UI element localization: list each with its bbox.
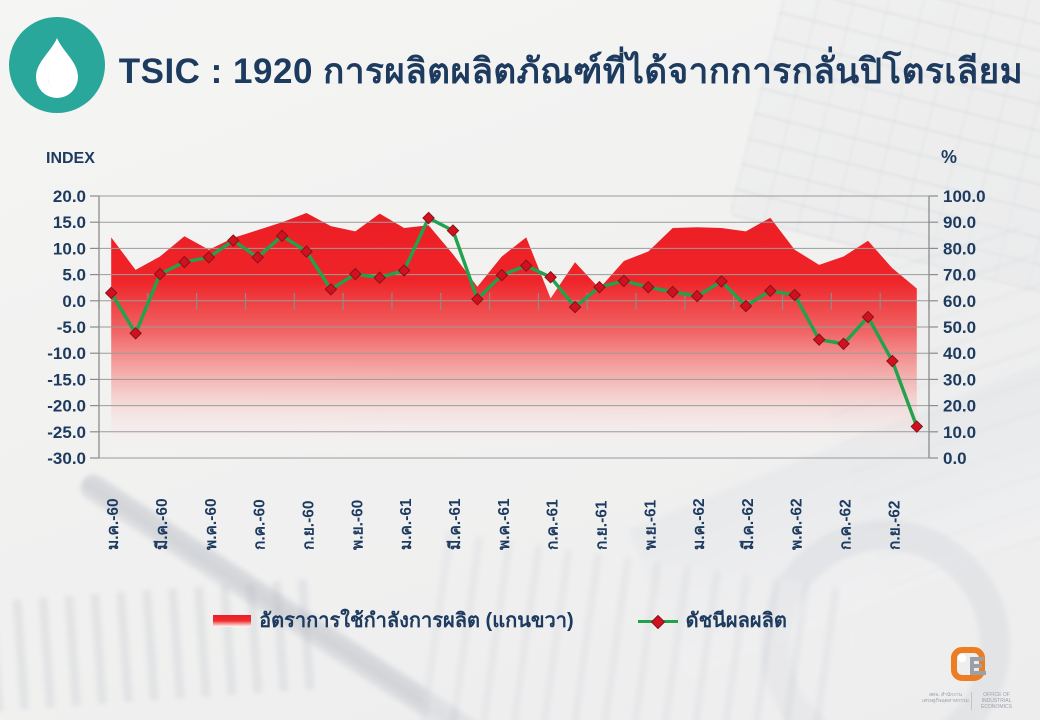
svg-text:พ.ค.-61: พ.ค.-61	[496, 498, 513, 550]
svg-text:ก.ค.-60: ก.ค.-60	[252, 499, 269, 550]
svg-text:พ.ค.-62: พ.ค.-62	[789, 498, 806, 550]
water-drop-icon	[9, 17, 105, 113]
svg-text:พ.ค.-60: พ.ค.-60	[203, 498, 220, 550]
x-axis-ticks	[98, 292, 930, 310]
svg-text:100.0: 100.0	[943, 187, 986, 206]
svg-text:60.0: 60.0	[943, 292, 976, 311]
diamond-marker-sample	[650, 614, 665, 629]
oie-logo-text: สศอ. สำนักงานเศรษฐกิจอุตสาหกรรม OFFICE O…	[916, 692, 1026, 710]
svg-text:มี.ค.-61: มี.ค.-61	[446, 498, 464, 550]
svg-text:ก.ย.-60: ก.ย.-60	[301, 501, 318, 550]
page-title: TSIC : 1920 การผลิตผลิตภัณฑ์ที่ได้จากการ…	[118, 52, 1024, 91]
svg-text:พ.ย.-60: พ.ย.-60	[349, 500, 366, 550]
gridlines	[90, 195, 938, 459]
left-axis-unit-label: INDEX	[46, 150, 95, 167]
org-name-en: OFFICE OF INDUSTRIAL ECONOMICS	[970, 692, 1022, 710]
svg-text:-5.0: -5.0	[57, 318, 86, 337]
oie-logo: สศอ. สำนักงานเศรษฐกิจอุตสาหกรรม OFFICE O…	[916, 647, 1026, 710]
svg-text:มี.ค.-60: มี.ค.-60	[153, 498, 171, 550]
legend-item-index: ดัชนีผลผลิต	[637, 604, 787, 636]
svg-text:-30.0: -30.0	[47, 449, 86, 468]
oie-logo-icon	[951, 647, 986, 681]
svg-text:ก.ค.-62: ก.ค.-62	[838, 499, 855, 550]
svg-text:20.0: 20.0	[943, 397, 976, 416]
svg-text:ก.ค.-61: ก.ค.-61	[545, 499, 562, 550]
svg-text:70.0: 70.0	[943, 266, 976, 285]
org-name-th: สศอ. สำนักงานเศรษฐกิจอุตสาหกรรม	[922, 692, 969, 704]
legend-item-capacity: อัตราการใช้กำลังการผลิต (แกนขวา)	[213, 604, 574, 636]
svg-text:10.0: 10.0	[943, 423, 976, 442]
legend-label-index: ดัชนีผลผลิต	[685, 610, 787, 632]
svg-text:มี.ค.-62: มี.ค.-62	[739, 498, 757, 550]
svg-text:80.0: 80.0	[943, 239, 976, 258]
svg-text:0.0: 0.0	[943, 449, 967, 468]
svg-text:15.0: 15.0	[53, 213, 86, 232]
svg-text:-25.0: -25.0	[47, 423, 86, 442]
svg-text:ม.ค.-60: ม.ค.-60	[105, 498, 122, 550]
line-series-swatch	[637, 614, 678, 629]
svg-text:0.0: 0.0	[62, 292, 86, 311]
svg-text:-10.0: -10.0	[47, 344, 86, 363]
capacity-area-series	[111, 213, 917, 458]
svg-text:40.0: 40.0	[943, 344, 976, 363]
svg-text:20.0: 20.0	[53, 187, 86, 206]
svg-text:ก.ย.-61: ก.ย.-61	[593, 500, 610, 550]
chart-legend: อัตราการใช้กำลังการผลิต (แกนขวา) ดัชนีผล…	[0, 604, 1000, 636]
legend-label-capacity: อัตราการใช้กำลังการผลิต (แกนขวา)	[259, 610, 574, 632]
right-axis-unit-label: %	[941, 147, 958, 167]
area-series-swatch	[213, 615, 252, 627]
svg-text:ม.ค.-61: ม.ค.-61	[398, 498, 415, 550]
x-axis-labels: ม.ค.-60 มี.ค.-60 พ.ค.-60 ก.ค.-60 ก.ย.-60 พ.ย.…	[105, 498, 903, 550]
svg-text:30.0: 30.0	[943, 370, 976, 389]
svg-text:5.0: 5.0	[62, 266, 86, 285]
svg-text:ก.ย.-62: ก.ย.-62	[886, 501, 903, 550]
svg-text:-15.0: -15.0	[47, 370, 86, 389]
svg-text:90.0: 90.0	[943, 213, 976, 232]
svg-text:-20.0: -20.0	[47, 397, 86, 416]
svg-text:10.0: 10.0	[53, 239, 86, 258]
svg-text:50.0: 50.0	[943, 318, 976, 337]
svg-text:ม.ค.-62: ม.ค.-62	[691, 498, 708, 550]
svg-text:พ.ย.-61: พ.ย.-61	[642, 499, 659, 550]
